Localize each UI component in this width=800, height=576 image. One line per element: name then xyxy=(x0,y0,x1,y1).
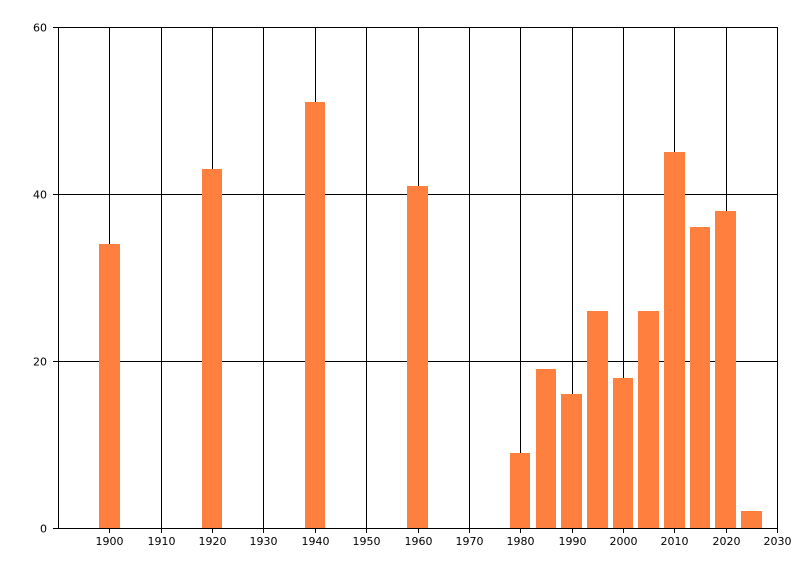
y-tick-label-40: 40 xyxy=(33,189,47,202)
y-tick-label-0: 0 xyxy=(40,523,47,536)
bar-2005 xyxy=(638,311,659,528)
x-tick-label-1970: 1970 xyxy=(456,535,484,548)
bar-2015 xyxy=(690,227,710,528)
x-tick-label-1980: 1980 xyxy=(507,535,535,548)
bar-2000 xyxy=(613,378,633,528)
x-tick-label-1900: 1900 xyxy=(96,535,124,548)
y-tick-label-20: 20 xyxy=(33,356,47,369)
bar-1960 xyxy=(407,186,428,528)
x-tick-label-2030: 2030 xyxy=(764,535,792,548)
x-tick-label-2020: 2020 xyxy=(713,535,741,548)
bar-1985 xyxy=(536,369,556,528)
bar-1900 xyxy=(99,244,120,528)
bar-1995 xyxy=(587,311,608,528)
x-tick-label-1960: 1960 xyxy=(405,535,433,548)
bar-1980 xyxy=(510,453,530,528)
x-tick-label-1910: 1910 xyxy=(148,535,176,548)
bar-2020 xyxy=(715,211,736,528)
x-tick-label-1990: 1990 xyxy=(559,535,587,548)
x-tick-label-1940: 1940 xyxy=(302,535,330,548)
x-tick-label-1950: 1950 xyxy=(353,535,381,548)
x-tick-label-2000: 2000 xyxy=(610,535,638,548)
bar-1940 xyxy=(305,102,325,528)
axes xyxy=(53,27,778,533)
bar-2025 xyxy=(741,511,762,528)
bar-1990 xyxy=(561,394,582,528)
x-tick-label-1930: 1930 xyxy=(250,535,278,548)
bar-2010 xyxy=(664,152,685,528)
x-tick-label-1920: 1920 xyxy=(199,535,227,548)
bars xyxy=(99,102,762,528)
y-tick-label-60: 60 xyxy=(33,22,47,35)
x-tick-label-2010: 2010 xyxy=(661,535,689,548)
bar-1920 xyxy=(202,169,222,528)
tick-labels: 1900 1910 1920 1930 1940 1950 1960 1970 1980 1990… xyxy=(33,22,792,549)
